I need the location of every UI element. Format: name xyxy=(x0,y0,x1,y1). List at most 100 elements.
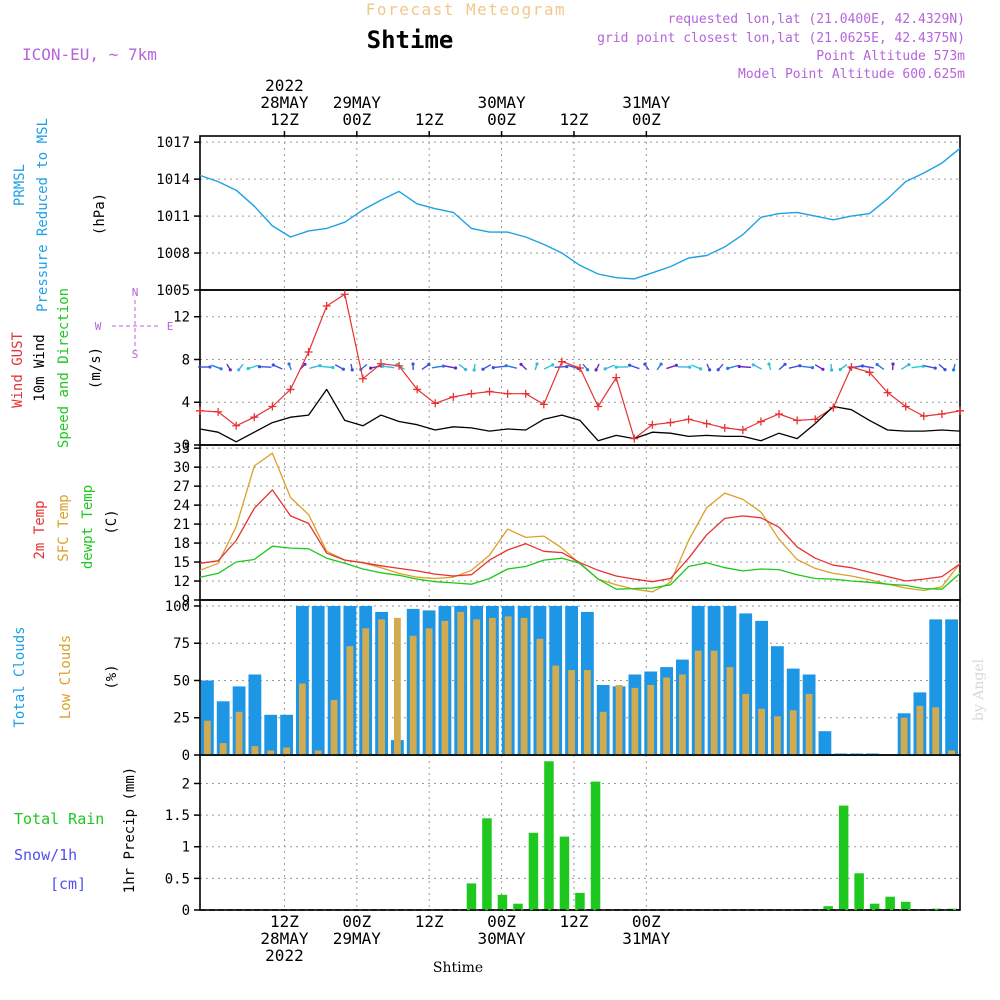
gust-marker xyxy=(937,410,946,418)
low-cloud-bar xyxy=(204,720,211,755)
wind-arrow-head xyxy=(411,362,415,366)
bottom-axis-label: 29MAY xyxy=(333,929,382,948)
wind-arrow xyxy=(321,365,333,369)
t2m-line xyxy=(199,489,961,583)
gust-marker xyxy=(304,348,313,356)
rain-bar xyxy=(885,896,895,910)
wind-arrow-head xyxy=(751,363,755,367)
wind-arrow xyxy=(862,365,875,369)
wind-arrow-head xyxy=(708,368,712,372)
precip-panel: 0 0.5 1 1.5 2 xyxy=(165,754,961,919)
low-cloud-bar xyxy=(441,620,449,755)
low-cloud-bar xyxy=(805,693,813,755)
wind-arrow-head xyxy=(228,368,232,372)
wind-arrow-head xyxy=(875,362,879,367)
wind-arrow-head xyxy=(350,368,354,372)
wind-arrow-head xyxy=(821,367,825,371)
gust-marker xyxy=(829,403,838,412)
y-tick-label: 1011 xyxy=(156,209,190,225)
low-cloud-bar xyxy=(599,711,607,755)
wind-arrow-head xyxy=(614,365,618,369)
total-cloud-bar xyxy=(264,714,278,755)
total-cloud-bar xyxy=(248,674,262,755)
wind-arrow xyxy=(273,364,283,370)
y-tick-label: 8 xyxy=(182,352,190,368)
wind-arrow-head xyxy=(860,364,865,368)
wind-arrow-head xyxy=(674,363,679,367)
bottom-axis-label: 00Z xyxy=(487,912,516,931)
wind-arrow-head xyxy=(907,363,911,367)
low-cloud-bar xyxy=(615,685,623,755)
y-tick-label: 1008 xyxy=(156,246,190,262)
y-tick-label: 0.5 xyxy=(165,871,190,887)
low-cloud-bar xyxy=(774,716,781,756)
top-axis-label: 28MAY xyxy=(260,93,309,112)
gust-marker xyxy=(612,373,621,382)
low-cloud-bar xyxy=(647,685,655,755)
gust-marker xyxy=(431,399,440,408)
snow-unit: [cm] xyxy=(50,875,86,893)
low-cloud-bar xyxy=(378,619,385,755)
low-cloud-bar xyxy=(425,628,433,755)
panel-frame xyxy=(199,135,961,291)
top-axis-label: 12Z xyxy=(270,110,299,129)
wind-arrow-head xyxy=(504,364,508,368)
gust-marker xyxy=(793,416,802,425)
panel-frame xyxy=(199,444,961,601)
low-cloud-bar xyxy=(726,667,734,755)
wind-arrow-head xyxy=(716,368,720,372)
y-tick-label: 50 xyxy=(173,673,190,689)
speed-direction-label: Speed and Direction xyxy=(56,288,72,448)
total-cloud-bar xyxy=(216,701,230,755)
gust-marker xyxy=(268,402,277,411)
gust-marker xyxy=(413,385,422,394)
gust-marker xyxy=(666,418,675,427)
wind-arrow xyxy=(800,365,813,369)
total-rain-label: Total Rain xyxy=(14,810,104,828)
low-cloud-bar xyxy=(283,747,290,755)
y-tick-label: 2 xyxy=(182,776,190,792)
gust-marker xyxy=(576,364,584,373)
gust-marker xyxy=(702,419,711,428)
wind-arrow-head xyxy=(943,368,947,372)
wind-arrow xyxy=(444,365,456,369)
wind-arrow-head xyxy=(551,363,555,367)
wind-arrow xyxy=(691,364,701,370)
wind-arrow-head xyxy=(628,363,632,367)
low-cloud-bar xyxy=(473,619,480,755)
gust-marker xyxy=(865,368,874,377)
clouds-panel: 0 25 50 75 100 xyxy=(165,599,961,764)
low-cloud-bar xyxy=(552,665,560,755)
pressure-line xyxy=(199,147,961,280)
low-cloud-bar xyxy=(948,750,955,755)
wind-arrow xyxy=(788,365,801,369)
low-clouds-label: Low Clouds xyxy=(58,635,74,719)
gust-marker xyxy=(286,385,295,394)
gust-marker xyxy=(847,362,856,371)
rain-bar xyxy=(932,908,942,910)
low-cloud-bar xyxy=(663,677,670,755)
y-tick-label: 1017 xyxy=(156,135,190,151)
wind-arrow-head xyxy=(481,367,485,371)
wind-arrow-head xyxy=(933,366,937,370)
t2m-label: 2m Temp xyxy=(32,500,48,559)
low-cloud-bar xyxy=(235,711,243,755)
gust-marker xyxy=(557,357,566,366)
rain-bar xyxy=(901,901,911,910)
wind-arrow-head xyxy=(318,364,322,368)
bottom-axis-label: 31MAY xyxy=(622,929,671,948)
low-cloud-bar xyxy=(758,708,765,755)
gust-marker xyxy=(232,421,241,430)
wind-arrow-head xyxy=(454,366,458,370)
rain-bar xyxy=(575,892,585,910)
rain-bar xyxy=(854,873,864,910)
y-tick-label: 0 xyxy=(182,748,190,764)
watermark: by Angel xyxy=(971,658,987,721)
compass-west: W xyxy=(95,320,102,333)
wind-arrow-head xyxy=(257,365,262,369)
wind-arrow xyxy=(493,365,506,369)
wind-arrow-head xyxy=(464,367,468,372)
wind-arrow-head xyxy=(726,366,730,370)
requested-location: requested lon,lat (21.0400E, 42.4329N) xyxy=(668,12,965,27)
